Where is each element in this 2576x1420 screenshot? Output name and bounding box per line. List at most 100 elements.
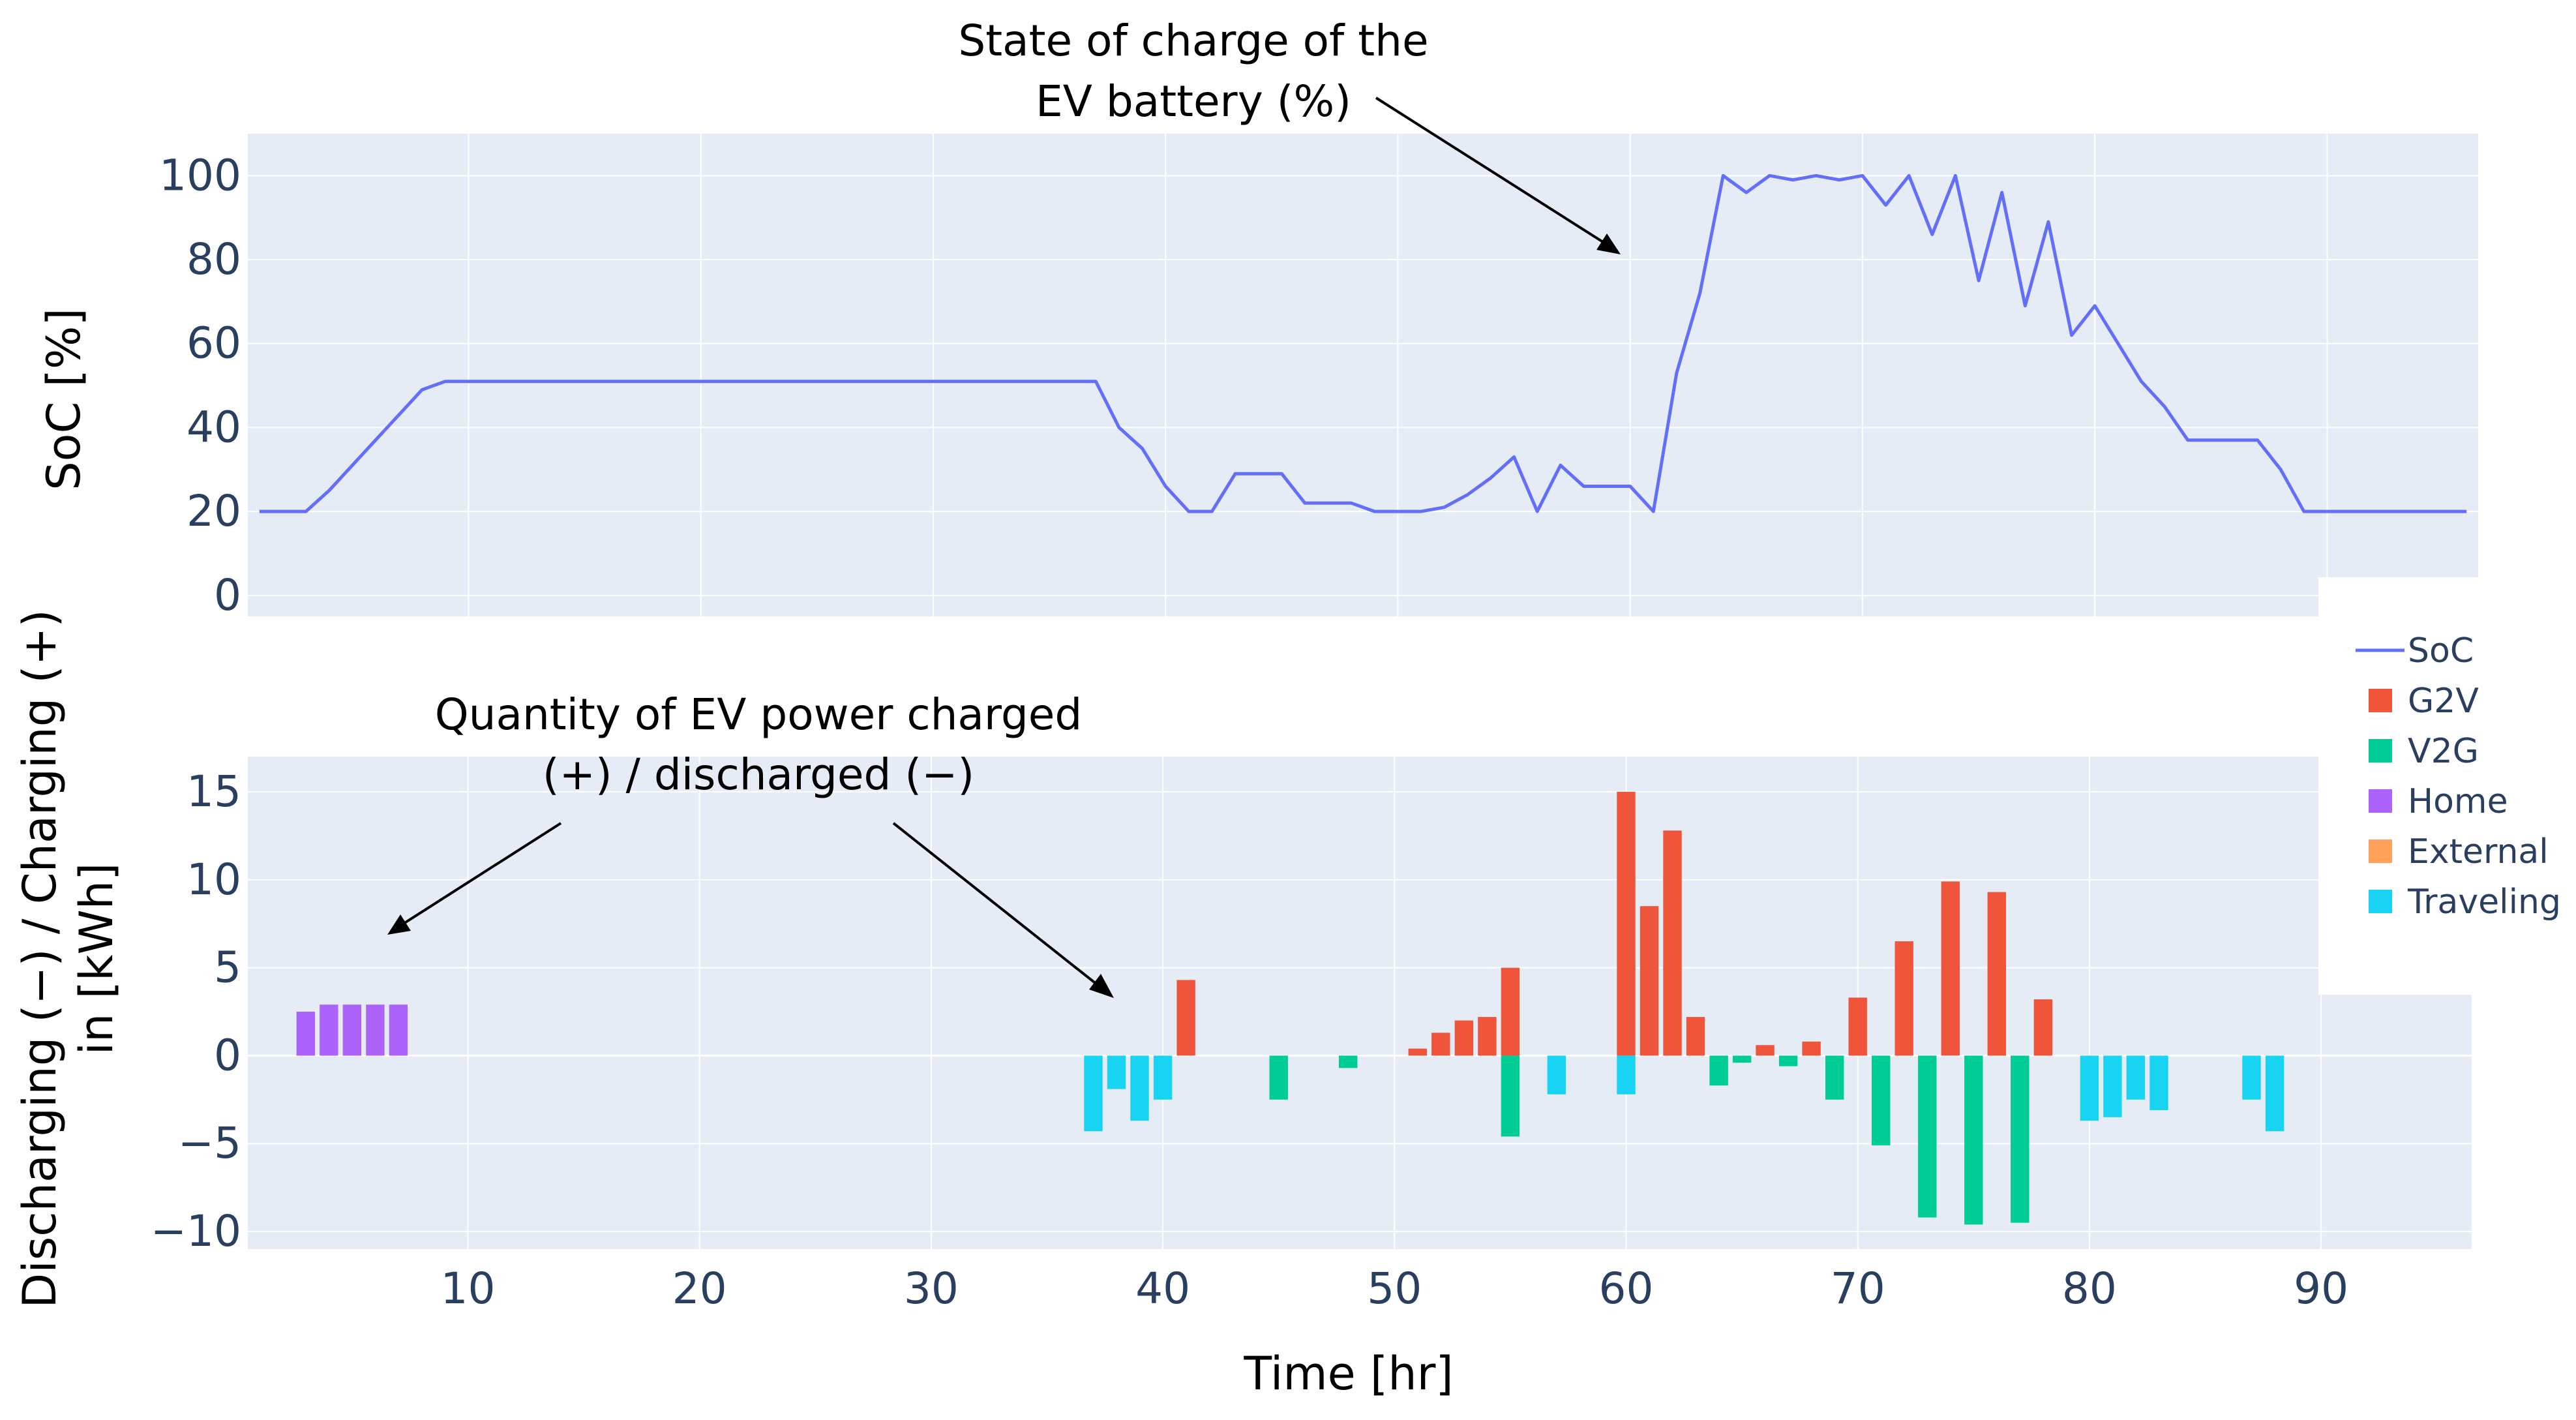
soc-annotation-arrow bbox=[1375, 97, 1619, 252]
soc-plot-area bbox=[248, 134, 2478, 616]
bar-v2g bbox=[1339, 1055, 1358, 1068]
energy-annotation-line-2: (+) / discharged (−) bbox=[543, 749, 974, 800]
bar-home bbox=[320, 1005, 338, 1056]
energy-annotation-arrowhead-right bbox=[1089, 974, 1114, 998]
x-tick-label: 30 bbox=[904, 1263, 959, 1314]
bar-g2v bbox=[1408, 1048, 1427, 1056]
bar-v2g bbox=[1709, 1055, 1728, 1086]
soc-y-tick-label: 60 bbox=[187, 318, 241, 369]
soc-annotation-line-1: State of charge of the bbox=[958, 16, 1428, 66]
bar-traveling bbox=[2080, 1055, 2099, 1121]
bar-g2v bbox=[1617, 791, 1636, 1056]
legend-swatch-v2g bbox=[2369, 739, 2392, 763]
x-axis-title: Time [hr] bbox=[1243, 1347, 1453, 1400]
energy-annotation-arrow-right bbox=[892, 822, 1111, 996]
soc-annotation: State of charge of the EV battery (%) bbox=[958, 16, 1621, 254]
soc-grid bbox=[248, 134, 2478, 616]
energy-y-tick-label: 10 bbox=[187, 854, 241, 905]
bar-home bbox=[389, 1005, 408, 1056]
x-tick-label: 70 bbox=[1831, 1263, 1885, 1314]
x-tick-label: 10 bbox=[440, 1263, 495, 1314]
bar-g2v bbox=[1848, 997, 1867, 1056]
bar-traveling bbox=[1547, 1055, 1566, 1095]
energy-annotation-arrowhead-left bbox=[387, 914, 411, 935]
energy-panel: −10 −5 0 5 10 15 10 20 30 40 50 60 70 80 90 Dischargi… bbox=[13, 609, 2472, 1400]
energy-y-tick-label: −10 bbox=[151, 1206, 241, 1256]
bar-g2v bbox=[1501, 967, 1520, 1056]
bar-traveling bbox=[2242, 1055, 2261, 1100]
energy-y-axis-title-line-2: in [kWh] bbox=[70, 863, 123, 1055]
bar-traveling bbox=[1153, 1055, 1173, 1100]
bar-v2g bbox=[1872, 1055, 1891, 1145]
x-tick-label: 90 bbox=[2294, 1263, 2348, 1314]
bar-g2v bbox=[1987, 892, 2006, 1056]
legend-swatch-g2v bbox=[2369, 689, 2392, 712]
bar-traveling bbox=[2149, 1055, 2168, 1110]
bar-g2v bbox=[1663, 830, 1682, 1056]
bar-v2g bbox=[1732, 1055, 1752, 1063]
legend-label-home: Home bbox=[2408, 782, 2508, 821]
bar-g2v bbox=[2033, 999, 2053, 1056]
energy-plot-area bbox=[248, 757, 2472, 1249]
bar-v2g bbox=[1269, 1055, 1288, 1100]
bar-traveling bbox=[2103, 1055, 2122, 1117]
bar-v2g bbox=[1501, 1055, 1520, 1137]
bar-home bbox=[342, 1005, 361, 1056]
legend-swatch-external bbox=[2369, 839, 2392, 863]
legend-label-traveling: Traveling bbox=[2407, 883, 2561, 922]
soc-y-tick-label: 20 bbox=[187, 486, 241, 536]
bar-g2v bbox=[1478, 1017, 1497, 1056]
x-tick-label: 20 bbox=[672, 1263, 727, 1314]
energy-y-tick-label: 5 bbox=[214, 943, 241, 993]
x-tick-labels: 10 20 30 40 50 60 70 80 90 bbox=[440, 1263, 2348, 1314]
energy-annotation: Quantity of EV power charged (+) / disch… bbox=[387, 689, 1114, 998]
energy-y-axis-title-line-1: Discharging (−) / Charging (+) bbox=[13, 609, 67, 1308]
bar-v2g bbox=[2011, 1055, 2029, 1223]
soc-y-axis-title: SoC [%] bbox=[37, 308, 91, 491]
bar-traveling bbox=[1107, 1055, 1126, 1089]
legend: SoC G2V V2G Home External Traveling bbox=[2318, 577, 2576, 995]
legend-label-g2v: G2V bbox=[2408, 682, 2479, 721]
bar-g2v bbox=[1802, 1041, 1821, 1056]
soc-annotation-line-2: EV battery (%) bbox=[1036, 76, 1351, 127]
bar-traveling bbox=[1084, 1055, 1103, 1132]
energy-y-tick-label: 15 bbox=[187, 766, 241, 817]
soc-y-tick-label: 100 bbox=[159, 150, 241, 200]
bar-g2v bbox=[1176, 980, 1195, 1056]
legend-items: SoC G2V V2G Home External Traveling bbox=[2356, 631, 2561, 922]
legend-swatch-home bbox=[2369, 789, 2392, 813]
energy-annotation-line-1: Quantity of EV power charged bbox=[435, 689, 1083, 740]
soc-annotation-arrowhead bbox=[1596, 234, 1621, 254]
x-tick-label: 40 bbox=[1135, 1263, 1190, 1314]
soc-y-tick-labels: 0 20 40 60 80 100 bbox=[159, 150, 241, 620]
bar-traveling bbox=[2126, 1055, 2146, 1100]
x-tick-label: 80 bbox=[2062, 1263, 2117, 1314]
bar-g2v bbox=[1756, 1045, 1775, 1056]
legend-label-v2g: V2G bbox=[2408, 732, 2479, 771]
bar-traveling bbox=[1617, 1055, 1636, 1095]
bar-traveling bbox=[1130, 1055, 1149, 1121]
legend-label-external: External bbox=[2408, 832, 2549, 871]
x-tick-label: 60 bbox=[1598, 1263, 1653, 1314]
bar-v2g bbox=[1825, 1055, 1844, 1100]
legend-swatch-traveling bbox=[2369, 890, 2392, 913]
soc-line bbox=[259, 174, 2467, 513]
energy-bars bbox=[296, 791, 2284, 1225]
bar-g2v bbox=[1941, 881, 1960, 1056]
bar-v2g bbox=[1918, 1055, 1937, 1218]
energy-annotation-arrow-left bbox=[390, 822, 562, 933]
soc-panel: 0 20 40 60 80 100 SoC [%] bbox=[37, 134, 2478, 620]
bar-g2v bbox=[1895, 941, 1913, 1056]
bar-home bbox=[366, 1005, 385, 1056]
bar-v2g bbox=[1778, 1055, 1798, 1066]
x-tick-label: 50 bbox=[1367, 1263, 1422, 1314]
legend-label-soc: SoC bbox=[2408, 631, 2474, 671]
energy-grid bbox=[248, 757, 2472, 1249]
bar-g2v bbox=[1431, 1033, 1450, 1056]
legend-box bbox=[2318, 577, 2576, 995]
energy-y-tick-label: −5 bbox=[178, 1118, 241, 1168]
bar-g2v bbox=[1454, 1020, 1473, 1056]
energy-y-tick-labels: −10 −5 0 5 10 15 bbox=[151, 766, 241, 1256]
bar-home bbox=[296, 1012, 315, 1056]
